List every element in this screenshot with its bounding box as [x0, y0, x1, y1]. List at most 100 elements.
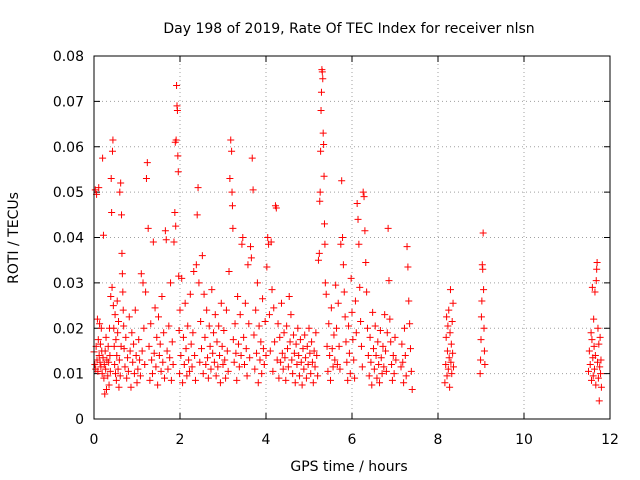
data-point: [95, 184, 103, 192]
data-point: [476, 370, 484, 378]
data-point: [222, 306, 230, 314]
data-point: [320, 220, 328, 228]
data-point: [353, 199, 361, 207]
data-point: [361, 227, 369, 235]
data-point: [145, 342, 153, 350]
data-point: [166, 354, 174, 362]
data-point: [590, 342, 598, 350]
data-point: [443, 313, 451, 321]
data-point: [290, 331, 298, 339]
data-point: [173, 106, 181, 114]
data-point: [310, 347, 318, 355]
data-point: [91, 361, 99, 369]
data-point: [153, 333, 161, 341]
data-point: [286, 338, 294, 346]
data-point: [302, 374, 310, 382]
data-point: [104, 342, 112, 350]
data-point: [345, 349, 353, 357]
data-point: [198, 345, 205, 353]
data-point: [324, 367, 332, 375]
data-point: [112, 370, 119, 378]
data-point: [133, 379, 141, 387]
data-point: [407, 367, 415, 375]
data-point: [597, 356, 605, 364]
data-point: [98, 370, 106, 378]
data-point: [195, 279, 203, 287]
data-point: [363, 324, 371, 332]
data-point: [271, 338, 279, 346]
data-point: [364, 351, 372, 359]
data-point: [594, 374, 602, 382]
data-point: [227, 136, 235, 144]
data-point: [593, 258, 601, 266]
data-point: [115, 317, 123, 325]
data-point: [363, 288, 371, 296]
data-point: [112, 336, 120, 344]
data-point: [591, 351, 599, 359]
data-point: [290, 349, 298, 357]
data-point: [113, 351, 121, 359]
data-point: [188, 363, 196, 371]
data-point: [401, 351, 409, 359]
y-tick-label: 0: [75, 412, 84, 428]
data-point: [148, 356, 156, 364]
data-point: [403, 243, 411, 251]
data-point: [357, 317, 365, 325]
data-point: [180, 361, 188, 369]
data-point: [126, 347, 134, 355]
y-tick-label: 0.01: [53, 367, 84, 383]
data-point: [96, 320, 104, 328]
data-point: [267, 238, 275, 246]
data-point: [345, 322, 353, 330]
data-point: [116, 188, 124, 196]
data-point: [441, 379, 449, 387]
data-point: [309, 379, 317, 387]
data-point: [269, 367, 277, 375]
data-point: [386, 315, 394, 323]
data-point: [229, 336, 237, 344]
data-point: [342, 338, 350, 346]
data-points: [90, 66, 605, 405]
data-point: [372, 351, 380, 359]
data-point: [243, 372, 251, 380]
data-point: [139, 279, 147, 287]
data-point: [259, 345, 267, 353]
data-point: [220, 327, 228, 335]
data-point: [346, 370, 354, 378]
data-point: [592, 277, 600, 285]
data-point: [250, 331, 258, 339]
data-point: [111, 311, 119, 319]
data-point: [135, 336, 143, 344]
data-point: [480, 347, 488, 355]
data-point: [341, 313, 349, 321]
axis-ticks: [93, 55, 611, 420]
y-tick-label: 0.05: [53, 185, 84, 201]
data-point: [314, 256, 322, 264]
data-point: [480, 324, 488, 332]
data-point: [590, 315, 598, 323]
data-point: [159, 358, 167, 366]
data-point: [168, 338, 176, 346]
data-point: [118, 211, 126, 219]
data-point: [147, 320, 155, 328]
data-point: [586, 361, 594, 369]
data-point: [259, 295, 267, 303]
data-point: [359, 188, 367, 196]
data-point: [260, 361, 268, 369]
data-point: [111, 361, 119, 369]
data-point: [257, 338, 265, 346]
data-point: [388, 361, 396, 369]
data-point: [142, 288, 150, 296]
data-point: [278, 349, 286, 357]
data-point: [597, 370, 605, 378]
data-point: [164, 365, 172, 373]
data-point: [381, 311, 389, 319]
data-point: [252, 306, 260, 314]
data-point: [150, 349, 158, 357]
data-point: [299, 345, 307, 353]
data-point: [253, 279, 261, 287]
data-point: [382, 367, 390, 375]
data-point: [99, 231, 107, 239]
data-point: [391, 333, 399, 341]
